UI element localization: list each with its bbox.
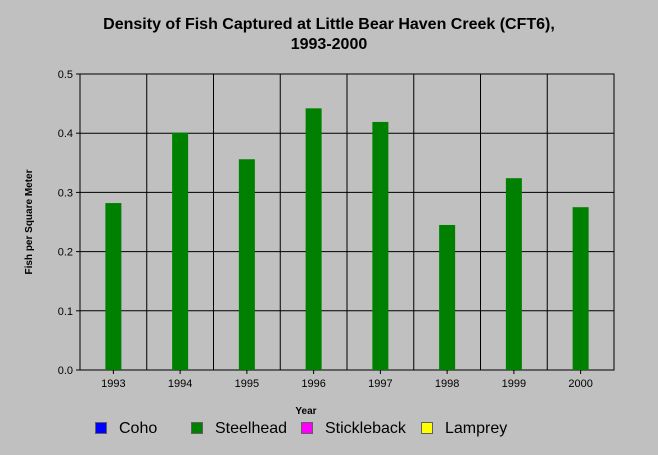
bar-steelhead-1996 — [305, 108, 322, 370]
chart-title: Density of Fish Captured at Little Bear … — [0, 15, 658, 55]
bar-steelhead-1998 — [439, 224, 456, 370]
x-tick-label: 1995 — [235, 378, 259, 390]
x-tick-label: 1997 — [368, 378, 392, 390]
plot-area: 0.0 0.1 0.2 0.3 0.4 0.5 1993 1994 1995 1996 1997 19… — [58, 69, 615, 390]
bar-steelhead-1999 — [505, 178, 522, 370]
bar-steelhead-2000 — [572, 207, 589, 370]
bar-steelhead-1993 — [105, 203, 122, 370]
legend-swatch — [421, 422, 433, 434]
chart-title-line1: Density of Fish Captured at Little Bear … — [103, 16, 555, 33]
legend-label: Coho — [119, 420, 158, 437]
y-axis-title: Fish per Square Meter — [24, 169, 35, 274]
y-tick-label: 0.2 — [58, 247, 73, 259]
legend-label: Lamprey — [445, 420, 508, 437]
bar-steelhead-1994 — [172, 132, 189, 370]
y-tick-label: 0.3 — [58, 187, 73, 199]
x-tick-label: 1994 — [168, 378, 192, 390]
y-tick-label: 0.1 — [58, 306, 73, 318]
legend-swatch — [191, 422, 203, 434]
x-axis-title: Year — [295, 406, 316, 417]
x-tick-label: 1993 — [101, 378, 125, 390]
bar-steelhead-1995 — [238, 159, 255, 370]
y-tick-label: 0.0 — [58, 365, 73, 377]
x-tick-label: 1998 — [435, 378, 459, 390]
legend-swatch — [95, 422, 107, 434]
legend-label: Steelhead — [215, 420, 288, 437]
y-tick-label: 0.4 — [58, 128, 73, 140]
x-tick-label: 2000 — [568, 378, 592, 390]
x-tick-label: 1999 — [502, 378, 526, 390]
chart-title-line2: 1993-2000 — [290, 36, 368, 53]
bar-steelhead-1997 — [372, 121, 389, 371]
legend-swatch — [301, 422, 313, 434]
x-tick-label: 1996 — [301, 378, 325, 390]
y-tick-label: 0.5 — [58, 69, 73, 81]
legend-label: Stickleback — [325, 420, 406, 437]
